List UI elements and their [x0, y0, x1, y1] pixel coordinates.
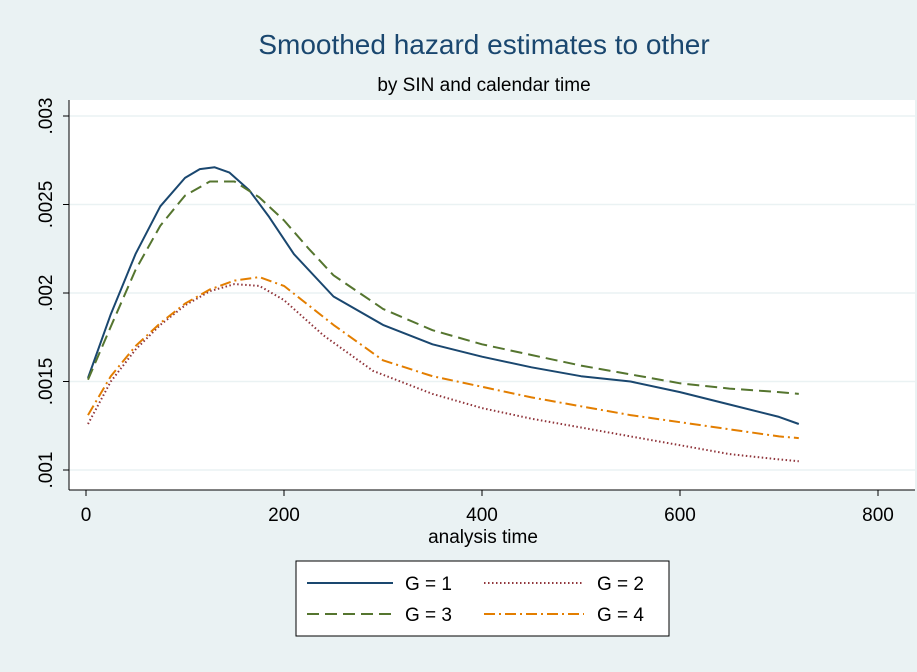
- legend-label-1: G = 1: [405, 574, 452, 595]
- y-tick-label-1: .0015: [36, 358, 57, 406]
- x-tick-label-1: 200: [268, 505, 300, 526]
- chart-subtitle: by SIN and calendar time: [377, 75, 590, 96]
- series-line-2: [87, 283, 799, 463]
- y-tick-label-2: .002: [36, 275, 57, 312]
- axes: [63, 100, 915, 496]
- tick-labels: 0 200 400 600 800 .001 .0015 .002 .0025 .003: [36, 98, 894, 526]
- plot-region: [69, 100, 915, 490]
- x-tick-label-2: 400: [466, 505, 498, 526]
- x-tick-label-4: 800: [862, 505, 894, 526]
- legend: G = 1 G = 2 G = 3 G = 4: [295, 560, 670, 637]
- chart-title: Smoothed hazard estimates to other: [258, 29, 709, 60]
- y-tick-label-4: .003: [36, 98, 57, 135]
- legend-label-2: G = 2: [597, 574, 644, 595]
- series-line-1: [87, 166, 800, 425]
- x-tick-label-3: 600: [664, 505, 696, 526]
- legend-label-4: G = 4: [597, 605, 644, 626]
- grid-lines: [69, 115, 915, 471]
- series-line-4: [87, 276, 799, 440]
- y-tick-label-0: .001: [36, 452, 57, 489]
- legend-box: [295, 560, 670, 637]
- legend-label-3: G = 3: [405, 605, 452, 626]
- x-axis-label: analysis time: [428, 527, 538, 548]
- series-lines: [87, 166, 800, 463]
- y-tick-label-3: .0025: [36, 181, 57, 229]
- x-tick-label-0: 0: [81, 505, 92, 526]
- series-line-3: [87, 180, 799, 395]
